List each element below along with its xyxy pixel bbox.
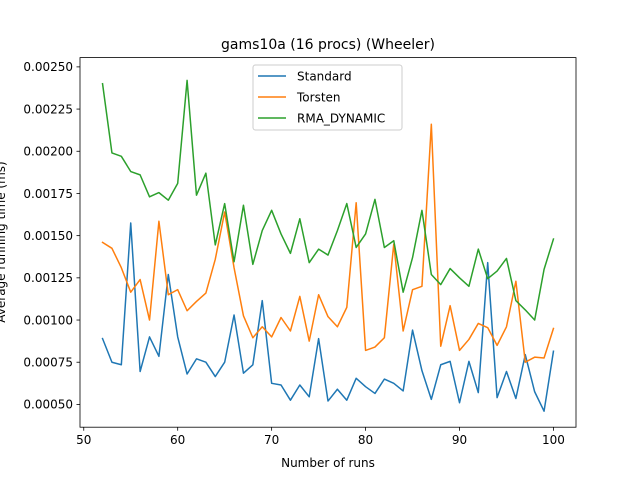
y-tick-label: 0.00175	[23, 187, 73, 201]
y-tick-label: 0.00150	[23, 229, 73, 243]
y-tick-label: 0.00050	[23, 398, 73, 412]
x-tick-label: 50	[76, 433, 91, 447]
legend-label: Standard	[297, 69, 352, 83]
series-line-standard	[101, 222, 555, 412]
series-line-torsten	[101, 123, 555, 363]
legend: Standard Torsten RMA_DYNAMIC	[252, 64, 403, 131]
y-tick-label: 0.00100	[23, 313, 73, 327]
x-tick-label: 90	[452, 433, 467, 447]
plot-area: 50 60 70 80 90 100 0.00050 0.00075 0.00100 0.0012…	[23, 57, 577, 447]
legend-label: RMA_DYNAMIC	[297, 111, 385, 125]
x-tick-label: 70	[264, 433, 279, 447]
axes-frame	[79, 57, 577, 428]
series-line-rma-dynamic	[101, 79, 555, 321]
x-tick-label: 60	[170, 433, 185, 447]
y-tick-label: 0.00200	[23, 145, 73, 159]
y-tick-label: 0.00125	[23, 271, 73, 285]
y-tick-label: 0.00250	[23, 60, 73, 74]
x-tick-label: 80	[358, 433, 373, 447]
x-tick-label: 100	[542, 433, 565, 447]
x-axis-title: Number of runs	[281, 456, 375, 470]
y-tick-label: 0.00075	[23, 356, 73, 370]
y-axis-title: Average running time (ms)	[0, 161, 8, 322]
legend-box	[252, 64, 403, 131]
y-tick-label: 0.00225	[23, 102, 73, 116]
chart-title: gams10a (16 procs) (Wheeler)	[221, 37, 435, 53]
legend-label: Torsten	[296, 90, 341, 104]
